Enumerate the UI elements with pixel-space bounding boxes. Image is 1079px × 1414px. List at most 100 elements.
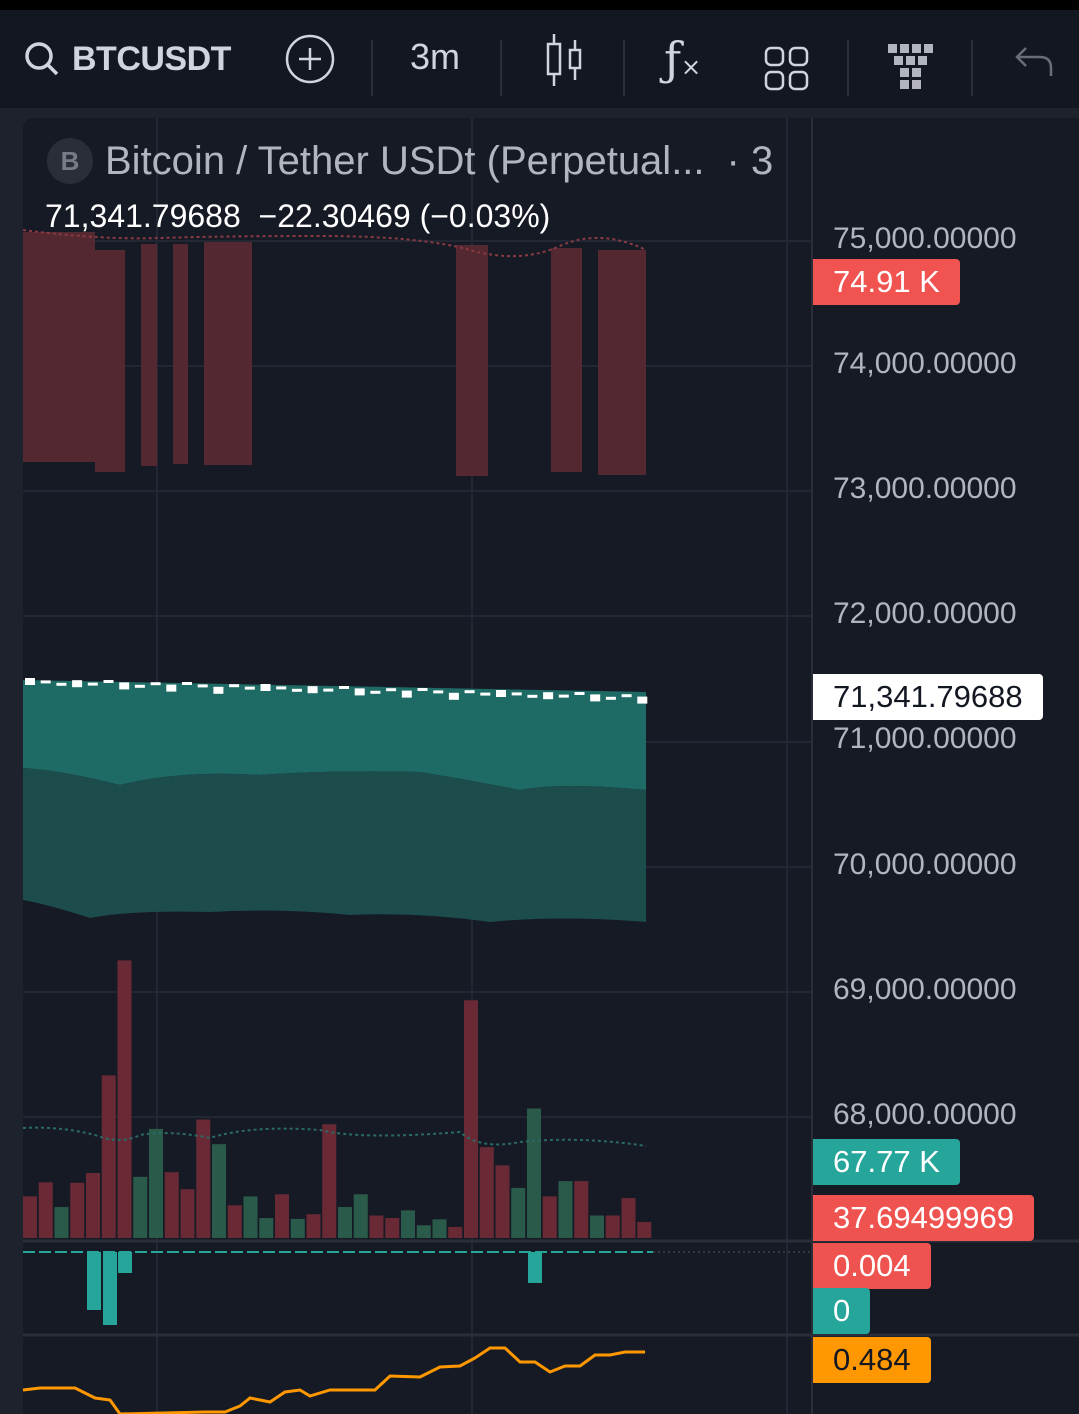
volume-bar xyxy=(353,1194,368,1238)
volume-bar xyxy=(243,1196,258,1238)
volume-bar xyxy=(464,1000,478,1238)
price-axis-label: 73,000.00000 xyxy=(833,472,1017,505)
add-circle-icon xyxy=(285,34,335,84)
chart-type-button[interactable] xyxy=(544,32,586,88)
volume-bar xyxy=(605,1215,620,1238)
candle xyxy=(448,692,459,700)
volume-bar xyxy=(621,1198,636,1238)
volume-bar xyxy=(212,1144,226,1238)
red-dotted-line xyxy=(22,229,647,258)
volume-bar xyxy=(70,1182,85,1238)
volume-bar xyxy=(133,1176,148,1238)
volume-bar xyxy=(558,1181,573,1238)
price-change: −22.30469 (−0.03%) xyxy=(258,198,551,234)
volume-bar xyxy=(369,1215,384,1238)
add-symbol-button[interactable] xyxy=(284,33,336,85)
volume-bar xyxy=(290,1218,305,1238)
volume-bar xyxy=(164,1172,179,1238)
delta-bar xyxy=(103,1252,117,1325)
candle xyxy=(433,690,444,694)
candle xyxy=(213,686,224,694)
price-axis-label: 69,000.00000 xyxy=(833,973,1017,1006)
candle xyxy=(480,692,491,696)
volume-bar xyxy=(259,1218,274,1238)
candle xyxy=(511,692,522,696)
price-axis-label: 71,000.00000 xyxy=(833,722,1017,755)
price-tag: 37.69499969 xyxy=(813,1195,1035,1241)
price-axis-label: 75,000.00000 xyxy=(833,222,1017,255)
indicators-fx-icon: ƒ× xyxy=(664,32,702,86)
delta-bar xyxy=(528,1252,542,1283)
candle xyxy=(276,686,287,690)
oscillator-line xyxy=(22,1346,645,1414)
candle xyxy=(166,684,177,692)
volume-bar xyxy=(149,1128,163,1238)
candle xyxy=(574,692,585,695)
candle xyxy=(323,688,334,692)
volume-bar xyxy=(38,1182,53,1238)
toolbar: BTCUSDT 3m ƒ× xyxy=(0,10,1079,108)
volume-bar xyxy=(117,960,132,1238)
layout-button[interactable] xyxy=(764,46,810,92)
volume-bar xyxy=(479,1147,494,1238)
interval-label: · 3 xyxy=(726,138,774,183)
candle xyxy=(339,686,349,689)
liquidation-band-red xyxy=(456,245,488,476)
candle xyxy=(182,682,192,685)
candle xyxy=(119,682,130,690)
candle xyxy=(590,694,601,702)
templates-button[interactable] xyxy=(886,42,938,94)
volume-bar xyxy=(527,1108,541,1238)
volume-bar xyxy=(275,1194,289,1238)
search-icon xyxy=(25,42,59,76)
symbol-search-button[interactable]: BTCUSDT xyxy=(22,34,231,84)
candle xyxy=(40,680,51,684)
volume-bar xyxy=(416,1225,431,1238)
candle xyxy=(103,680,114,683)
candle xyxy=(150,682,161,686)
layout-grid-icon xyxy=(764,46,809,91)
delta-bar xyxy=(87,1252,101,1310)
candle xyxy=(605,696,616,700)
candle xyxy=(386,688,397,692)
price-axis-label: 72,000.00000 xyxy=(833,597,1017,630)
symbol-label: BTCUSDT xyxy=(72,39,231,78)
price-axis-label: 70,000.00000 xyxy=(833,848,1017,881)
candle xyxy=(229,684,240,688)
volume-ma-line xyxy=(22,1126,647,1147)
volume-bar xyxy=(101,1075,116,1238)
liquidation-band-red xyxy=(551,248,582,472)
price-tag: 67.77 K xyxy=(813,1139,960,1185)
delta-bar xyxy=(118,1252,132,1273)
undo-icon xyxy=(1015,47,1053,76)
volume-bar xyxy=(637,1222,652,1238)
candlestick-icon xyxy=(546,34,582,86)
volume-bar xyxy=(574,1181,589,1238)
price-tag: 0.004 xyxy=(813,1243,931,1289)
volume-bar xyxy=(511,1187,526,1238)
timeframe-button[interactable]: 3m xyxy=(410,36,461,77)
liquidation-band-teal-upper xyxy=(23,680,646,790)
candle xyxy=(401,690,412,698)
liquidation-band-red xyxy=(141,244,157,466)
volume-bar xyxy=(590,1215,604,1238)
volume-bar xyxy=(448,1226,463,1238)
symbol-legend[interactable]: B Bitcoin / Tether USDt (Perpetual... · … xyxy=(47,138,773,184)
price-axis-label: 74,000.00000 xyxy=(833,347,1017,380)
symbol-title: Bitcoin / Tether USDt (Perpetual... xyxy=(105,138,705,183)
volume-bar xyxy=(401,1210,415,1238)
status-bar xyxy=(0,0,1079,10)
volume-bar xyxy=(306,1214,321,1238)
candle xyxy=(527,694,538,698)
candle xyxy=(307,686,318,694)
candle xyxy=(370,690,381,694)
volume-bar xyxy=(338,1207,352,1238)
price-readout: 71,341.79688 −22.30469 (−0.03%) xyxy=(45,198,550,235)
bitcoin-logo-icon: B xyxy=(47,138,93,184)
candle xyxy=(621,694,632,698)
indicators-button[interactable]: ƒ× xyxy=(664,32,701,86)
undo-button[interactable] xyxy=(1014,46,1054,76)
candle xyxy=(543,692,554,700)
candle xyxy=(637,696,648,704)
